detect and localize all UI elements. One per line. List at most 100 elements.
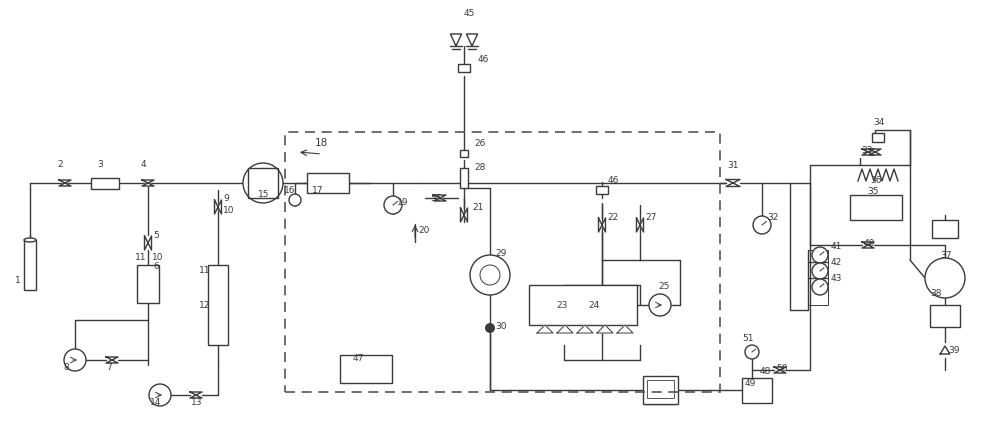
Text: 45: 45 xyxy=(464,9,475,18)
Bar xyxy=(91,178,119,189)
Polygon shape xyxy=(450,34,462,46)
Text: 25: 25 xyxy=(658,282,669,291)
Circle shape xyxy=(470,255,510,295)
Text: 23: 23 xyxy=(556,301,567,310)
Text: 21: 21 xyxy=(472,203,483,212)
Text: 51: 51 xyxy=(742,334,754,343)
Polygon shape xyxy=(460,208,468,222)
Text: 40: 40 xyxy=(864,239,875,248)
Text: 30: 30 xyxy=(495,322,507,331)
Circle shape xyxy=(925,258,965,298)
Text: 8: 8 xyxy=(63,363,69,372)
Text: 13: 13 xyxy=(191,398,202,407)
Text: 39: 39 xyxy=(948,346,960,355)
Circle shape xyxy=(745,345,759,359)
Text: 24: 24 xyxy=(588,301,599,310)
Polygon shape xyxy=(774,367,786,373)
Circle shape xyxy=(480,265,500,285)
Text: 31: 31 xyxy=(727,161,738,170)
Text: 3: 3 xyxy=(97,160,103,169)
Text: 10: 10 xyxy=(223,206,234,215)
Bar xyxy=(307,173,349,193)
Polygon shape xyxy=(557,325,573,333)
Polygon shape xyxy=(214,200,222,214)
Text: 49: 49 xyxy=(745,379,756,388)
Bar xyxy=(596,186,608,194)
Circle shape xyxy=(485,323,495,333)
Bar xyxy=(208,265,228,345)
Text: 43: 43 xyxy=(831,274,842,283)
Text: 10: 10 xyxy=(152,253,164,262)
Bar xyxy=(340,355,392,383)
Bar xyxy=(932,220,958,238)
Text: 15: 15 xyxy=(258,190,270,199)
Text: 9: 9 xyxy=(223,194,229,203)
Text: 19: 19 xyxy=(397,198,409,207)
Polygon shape xyxy=(142,180,154,186)
Text: 32: 32 xyxy=(767,213,778,222)
Text: 35: 35 xyxy=(867,187,879,196)
Bar xyxy=(285,132,720,392)
Text: 5: 5 xyxy=(153,231,159,240)
Text: 11: 11 xyxy=(199,266,210,275)
Polygon shape xyxy=(577,325,593,333)
Text: 26: 26 xyxy=(474,139,485,148)
Polygon shape xyxy=(869,149,881,155)
Bar xyxy=(872,133,884,142)
Text: 29: 29 xyxy=(495,249,506,258)
Polygon shape xyxy=(190,392,202,398)
Bar xyxy=(930,305,960,327)
Text: 20: 20 xyxy=(418,226,429,235)
Text: 55: 55 xyxy=(430,194,442,203)
Text: 44: 44 xyxy=(655,391,666,400)
Text: 4: 4 xyxy=(141,160,147,169)
Polygon shape xyxy=(862,242,874,248)
Text: 1: 1 xyxy=(15,276,21,285)
Polygon shape xyxy=(466,34,478,46)
Polygon shape xyxy=(637,218,644,232)
Bar xyxy=(808,250,828,305)
Text: 6: 6 xyxy=(153,262,159,271)
Circle shape xyxy=(243,163,283,203)
Polygon shape xyxy=(537,325,553,333)
Bar xyxy=(529,285,637,325)
Text: 18: 18 xyxy=(315,138,328,148)
Text: 37: 37 xyxy=(940,251,952,260)
Bar xyxy=(460,168,468,188)
Text: 36: 36 xyxy=(870,176,882,185)
Text: 47: 47 xyxy=(353,354,364,363)
Text: 42: 42 xyxy=(831,258,842,267)
Bar xyxy=(458,64,470,72)
Bar xyxy=(647,380,674,398)
Text: 46: 46 xyxy=(608,176,619,185)
Text: 38: 38 xyxy=(930,289,942,298)
Polygon shape xyxy=(434,195,446,201)
Bar xyxy=(137,265,159,303)
Text: 11: 11 xyxy=(135,253,146,262)
Text: 7: 7 xyxy=(106,363,112,372)
Ellipse shape xyxy=(24,238,36,242)
Text: 41: 41 xyxy=(831,242,842,251)
Polygon shape xyxy=(862,149,874,155)
Bar xyxy=(248,168,278,198)
Polygon shape xyxy=(726,180,740,187)
Bar xyxy=(460,150,468,157)
Text: 50: 50 xyxy=(776,364,788,373)
Circle shape xyxy=(812,279,828,295)
Polygon shape xyxy=(598,218,606,232)
Bar xyxy=(24,240,36,290)
Polygon shape xyxy=(106,357,118,363)
Text: 17: 17 xyxy=(312,186,324,195)
Text: 33: 33 xyxy=(861,146,872,155)
Circle shape xyxy=(384,196,402,214)
Circle shape xyxy=(149,384,171,406)
Circle shape xyxy=(64,349,86,371)
Text: 22: 22 xyxy=(607,213,618,222)
Text: 14: 14 xyxy=(150,398,161,407)
Text: 46: 46 xyxy=(478,55,489,64)
Circle shape xyxy=(812,247,828,263)
Polygon shape xyxy=(59,180,71,186)
Text: 12: 12 xyxy=(199,301,210,310)
Circle shape xyxy=(753,216,771,234)
Text: 48: 48 xyxy=(760,367,771,376)
